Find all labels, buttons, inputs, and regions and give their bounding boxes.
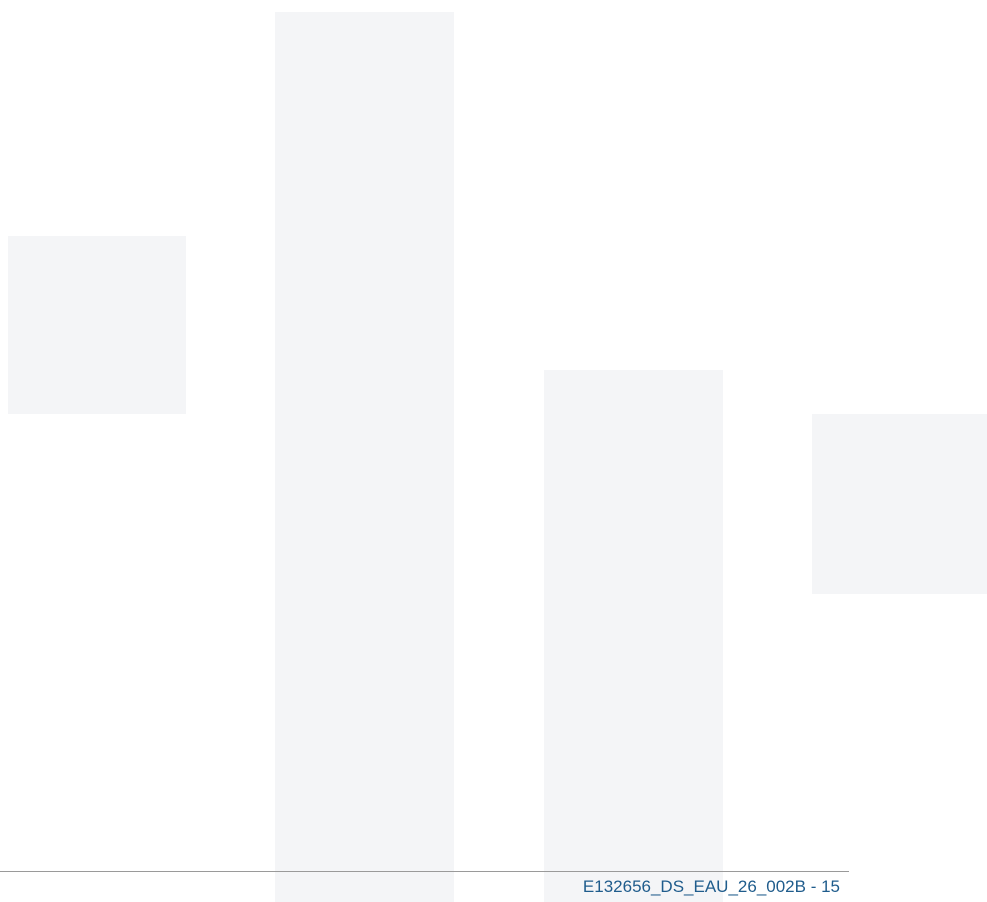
decor-block — [275, 12, 454, 902]
decor-block — [8, 236, 186, 414]
decor-block — [812, 414, 987, 594]
decor-block — [544, 370, 723, 902]
footer-text: E132656_DS_EAU_26_002B - 15 — [582, 877, 840, 896]
footer-rule — [0, 871, 849, 872]
